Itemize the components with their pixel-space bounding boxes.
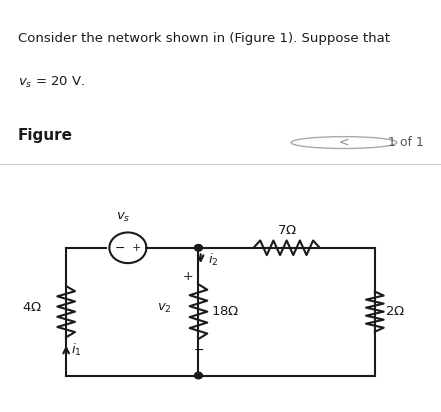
Text: Figure: Figure: [18, 128, 73, 143]
Text: <: <: [339, 136, 349, 149]
Text: $+$: $+$: [131, 242, 141, 253]
Text: $-$: $-$: [193, 343, 204, 356]
Text: $7\Omega$: $7\Omega$: [277, 224, 297, 237]
Text: $v_s$: $v_s$: [116, 211, 131, 225]
Text: $2\Omega$: $2\Omega$: [385, 305, 404, 318]
Text: $i_1$: $i_1$: [71, 342, 82, 358]
Text: $-$: $-$: [113, 241, 125, 254]
Text: $18\Omega$: $18\Omega$: [211, 305, 239, 318]
Text: $v_2$: $v_2$: [157, 302, 172, 314]
Text: $i_2$: $i_2$: [208, 251, 219, 267]
Circle shape: [194, 372, 202, 379]
Circle shape: [194, 244, 202, 251]
Text: Consider the network shown in (Figure 1). Suppose that: Consider the network shown in (Figure 1)…: [18, 32, 390, 45]
Text: 1 of 1: 1 of 1: [388, 136, 424, 149]
Text: $v_s$ = 20 V.: $v_s$ = 20 V.: [18, 75, 85, 90]
Text: $4\Omega$: $4\Omega$: [22, 302, 42, 314]
Text: $+$: $+$: [182, 270, 193, 283]
